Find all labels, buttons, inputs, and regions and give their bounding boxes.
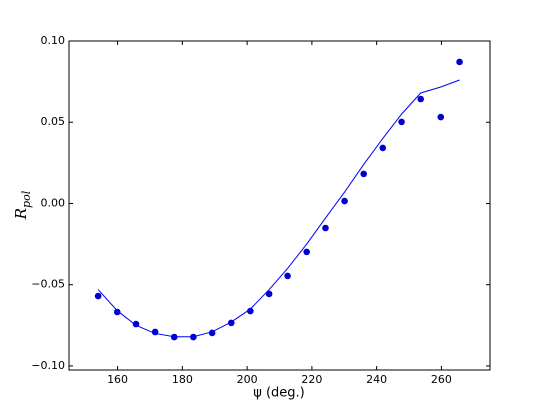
data-point [398, 118, 405, 126]
data-point [437, 113, 445, 121]
data-point [265, 290, 273, 298]
data-point [247, 307, 254, 315]
data-point [341, 197, 348, 205]
y-tick-label: 0.00 [41, 196, 66, 209]
y-tick-label: 0.10 [41, 34, 66, 47]
x-tick-label: 160 [107, 373, 128, 386]
y-tick-label: −0.05 [31, 278, 65, 291]
data-point [379, 144, 387, 152]
x-tick-label: 260 [431, 373, 452, 386]
data-point [417, 95, 424, 103]
x-tick-label: 220 [301, 373, 322, 386]
y-axis-label: Rpol [12, 190, 33, 220]
data-point [360, 170, 368, 178]
y-axis-label-sub: pol [20, 190, 33, 208]
x-tick-label: 240 [366, 373, 387, 386]
x-axis-label: ψ (deg.) [253, 386, 305, 401]
data-point [322, 224, 329, 232]
data-point [94, 292, 102, 300]
y-tick-label: −0.10 [31, 359, 65, 372]
data-point [456, 58, 463, 66]
x-tick-label: 200 [237, 373, 258, 386]
data-point [113, 308, 121, 316]
plot-frame [68, 40, 491, 371]
data-point [303, 248, 311, 256]
x-tick-label: 180 [172, 373, 193, 386]
data-point [284, 272, 291, 280]
fit-line [97, 79, 460, 338]
y-tick-label: 0.05 [41, 115, 66, 128]
y-axis-label-main: R [12, 208, 30, 220]
